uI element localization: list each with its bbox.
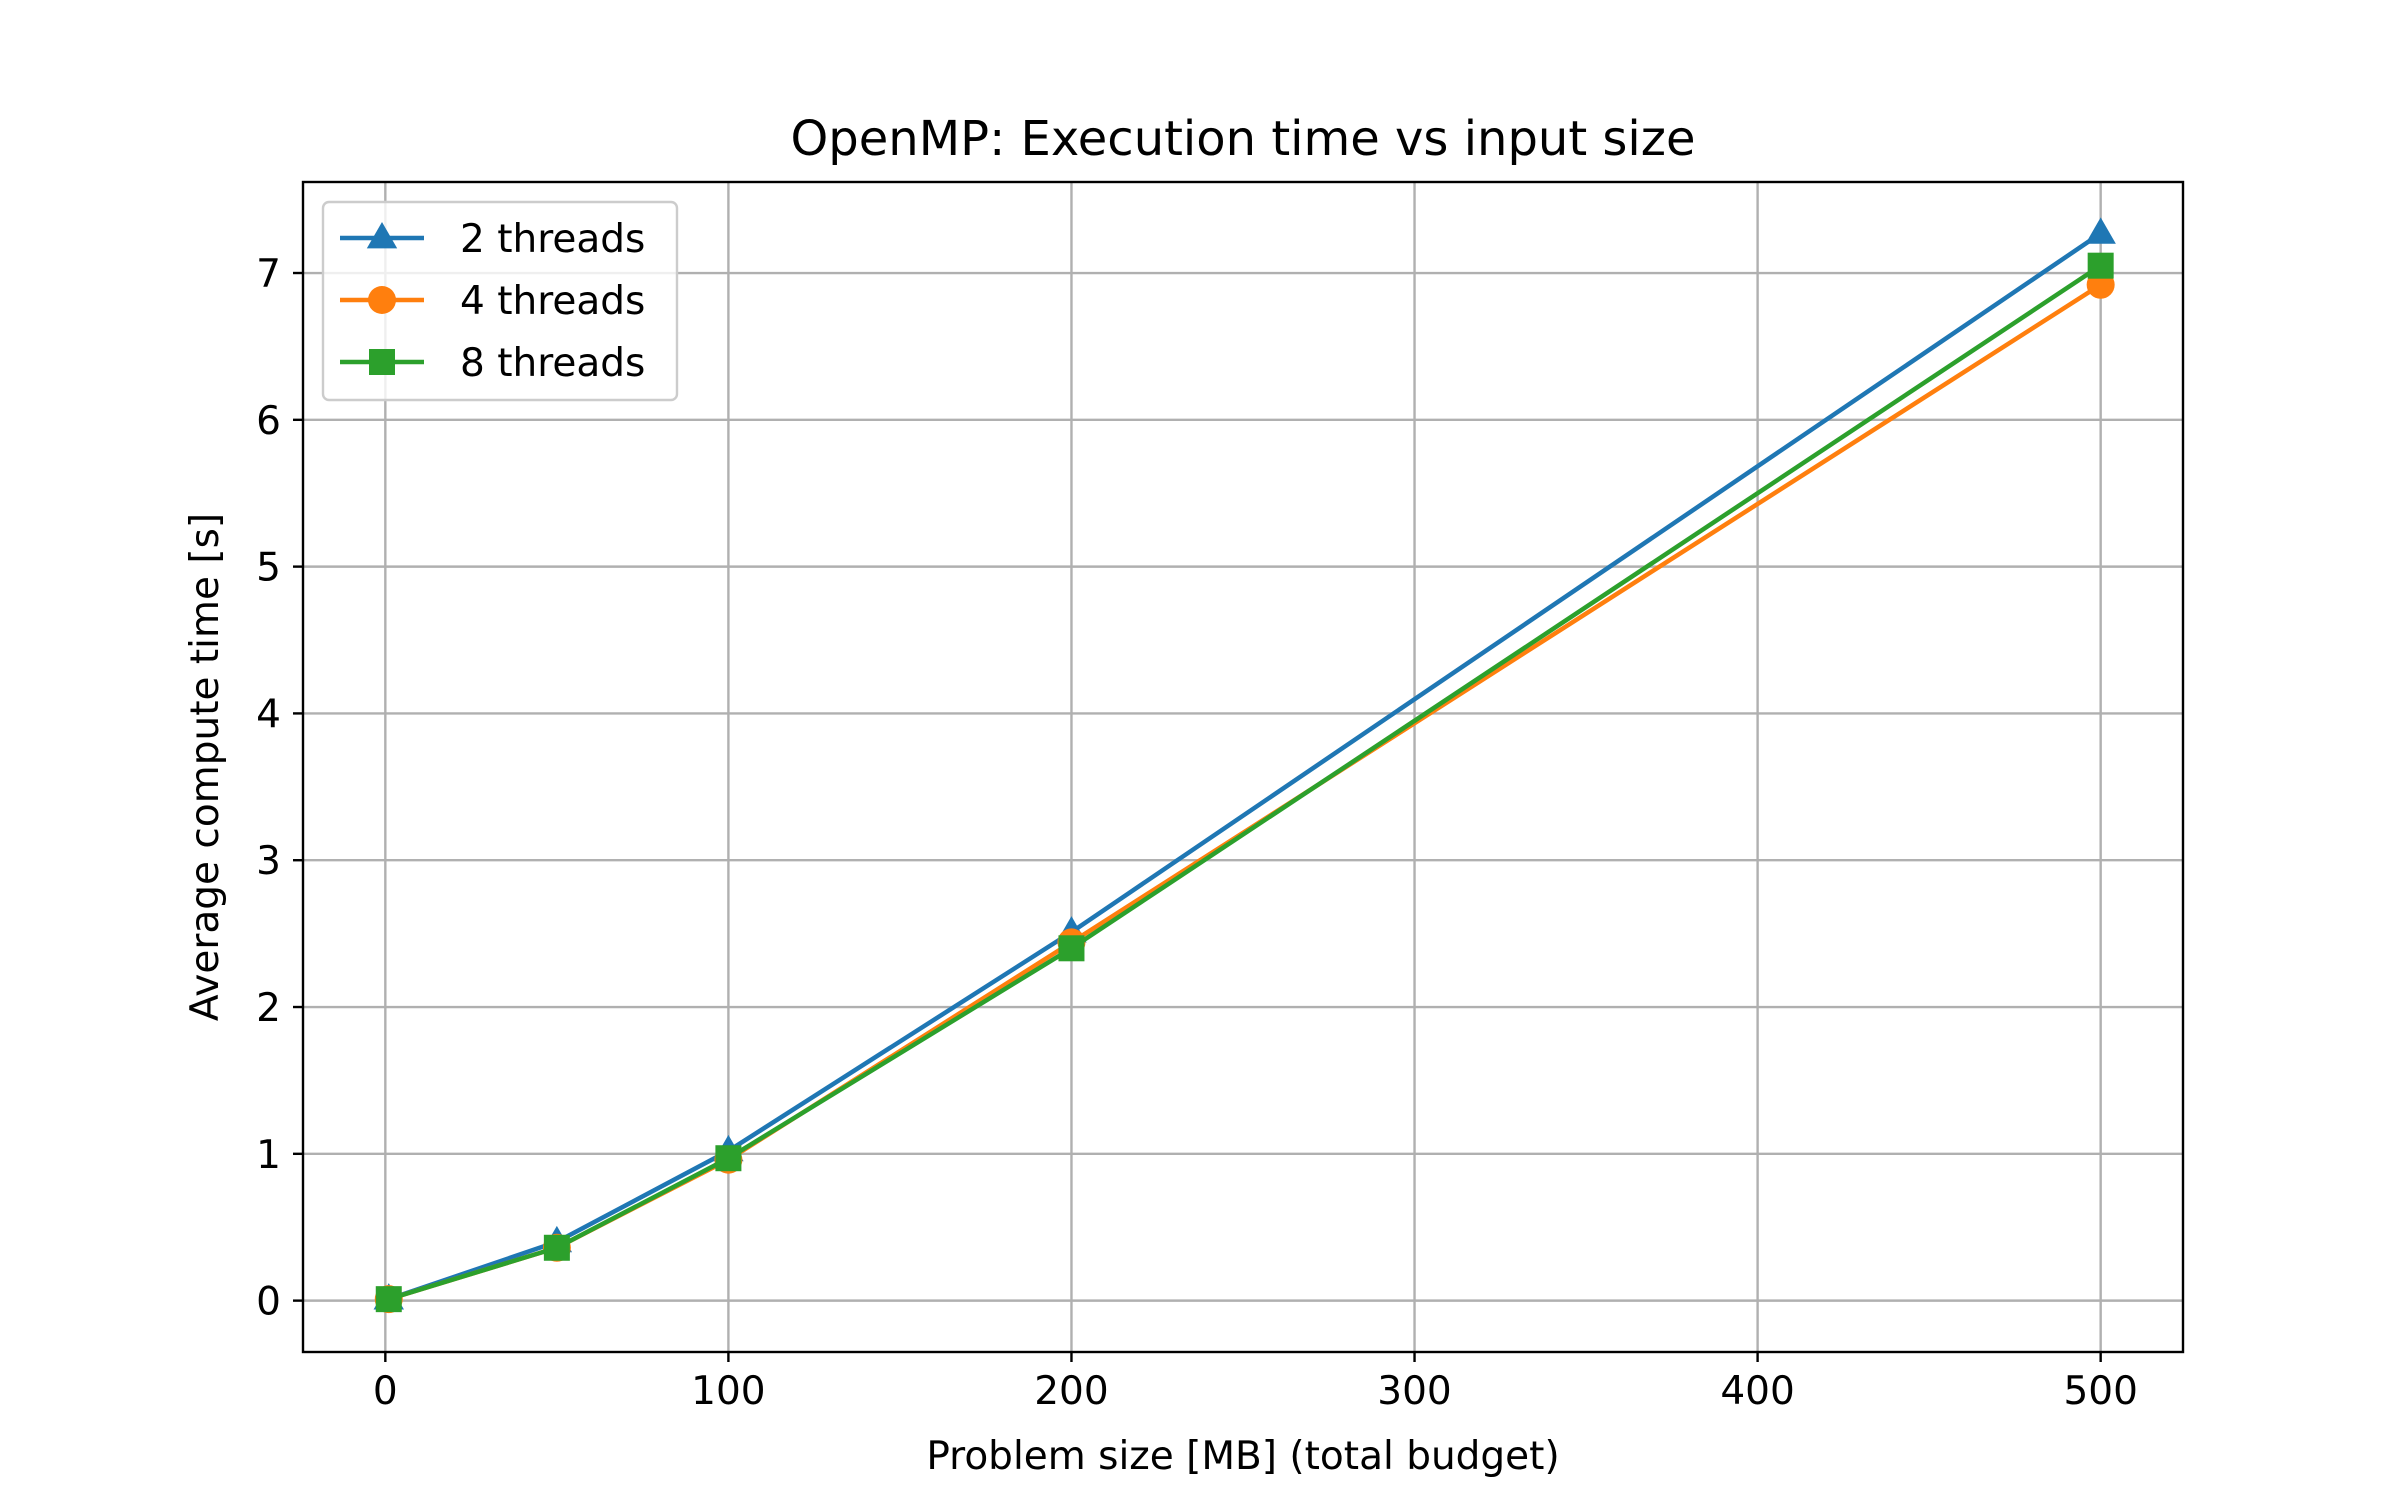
y-tick-label: 2 <box>256 986 281 1031</box>
data-point <box>1058 935 1085 962</box>
chart-title: OpenMP: Execution time vs input size <box>791 111 1696 167</box>
legend-marker <box>366 222 398 249</box>
data-point <box>375 1286 402 1313</box>
legend-label: 2 threads <box>460 217 645 262</box>
x-axis-label: Problem size [MB] (total budget) <box>926 1434 1559 1479</box>
x-axis: 0 100 200 300 400 500 <box>373 1352 2138 1414</box>
legend-label: 8 threads <box>460 341 645 386</box>
y-axis-label: Average compute time [s] <box>183 513 228 1021</box>
legend-item: 2 threads <box>340 217 645 262</box>
x-tick-label: 400 <box>1720 1369 1794 1414</box>
x-tick-label: 500 <box>2063 1369 2137 1414</box>
data-point <box>2087 252 2114 279</box>
y-tick-label: 5 <box>256 546 281 591</box>
x-tick-label: 100 <box>691 1369 765 1414</box>
x-tick-label: 300 <box>1377 1369 1451 1414</box>
x-tick-label: 0 <box>373 1369 398 1414</box>
y-tick-label: 4 <box>256 692 281 737</box>
legend-label: 4 threads <box>460 279 645 324</box>
x-tick-label: 200 <box>1034 1369 1108 1414</box>
data-point <box>715 1145 742 1172</box>
y-axis: 0 1 2 3 4 5 6 7 <box>256 252 303 1325</box>
legend-item: 4 threads <box>340 279 645 324</box>
y-tick-label: 7 <box>256 252 281 297</box>
y-tick-label: 6 <box>256 399 281 444</box>
series-8-threads <box>375 252 2114 1313</box>
legend: 2 threads 4 threads 8 threads <box>321 200 679 402</box>
y-tick-label: 3 <box>256 839 281 884</box>
legend-marker <box>369 349 395 375</box>
data-point <box>543 1234 570 1261</box>
data-point <box>2085 217 2116 244</box>
y-tick-label: 0 <box>256 1280 281 1325</box>
legend-item: 8 threads <box>340 341 645 386</box>
legend-marker <box>368 286 396 314</box>
plot-frame <box>301 180 2185 1354</box>
y-tick-label: 1 <box>256 1133 281 1178</box>
series-layer <box>373 217 2116 1314</box>
legend-box <box>321 200 679 402</box>
